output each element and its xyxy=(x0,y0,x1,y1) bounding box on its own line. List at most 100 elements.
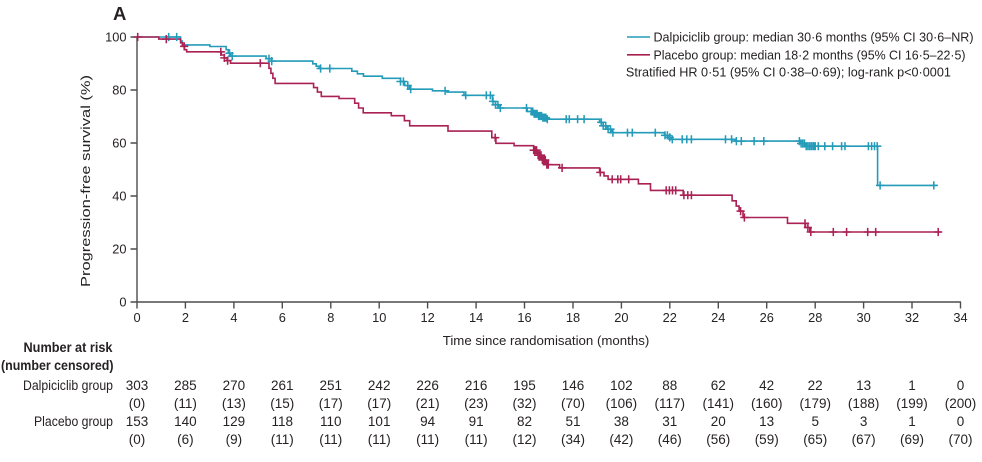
svg-text:94: 94 xyxy=(420,414,436,429)
svg-text:(0): (0) xyxy=(129,432,146,447)
svg-text:(42): (42) xyxy=(609,432,633,447)
svg-text:(32): (32) xyxy=(512,396,536,411)
svg-text:(59): (59) xyxy=(755,432,779,447)
svg-text:91: 91 xyxy=(469,414,484,429)
svg-text:261: 261 xyxy=(271,378,294,393)
svg-text:(13): (13) xyxy=(222,396,246,411)
svg-text:(23): (23) xyxy=(464,396,488,411)
svg-text:0: 0 xyxy=(957,378,965,393)
svg-text:32: 32 xyxy=(905,310,919,325)
svg-text:Dalpiciclib group: Dalpiciclib group xyxy=(23,378,113,393)
svg-text:5: 5 xyxy=(811,414,819,429)
svg-text:(17): (17) xyxy=(319,396,343,411)
svg-text:146: 146 xyxy=(562,378,585,393)
svg-text:60: 60 xyxy=(112,135,126,150)
svg-text:0: 0 xyxy=(957,414,965,429)
svg-text:(117): (117) xyxy=(655,396,686,411)
svg-text:13: 13 xyxy=(759,414,774,429)
svg-text:22: 22 xyxy=(663,310,677,325)
svg-text:(106): (106) xyxy=(606,396,638,411)
svg-text:(11): (11) xyxy=(368,432,391,447)
svg-text:(11): (11) xyxy=(465,432,488,447)
svg-text:100: 100 xyxy=(105,29,126,44)
svg-text:88: 88 xyxy=(662,378,677,393)
svg-text:251: 251 xyxy=(320,378,343,393)
svg-text:51: 51 xyxy=(565,414,580,429)
svg-text:62: 62 xyxy=(711,378,726,393)
svg-text:(15): (15) xyxy=(270,396,294,411)
svg-text:34: 34 xyxy=(953,310,967,325)
svg-text:(46): (46) xyxy=(658,432,682,447)
svg-text:(199): (199) xyxy=(896,396,928,411)
svg-text:270: 270 xyxy=(223,378,246,393)
svg-text:(70): (70) xyxy=(561,396,585,411)
svg-text:2: 2 xyxy=(182,310,189,325)
svg-text:22: 22 xyxy=(808,378,823,393)
svg-text:(69): (69) xyxy=(900,432,924,447)
svg-text:Number at risk: Number at risk xyxy=(24,340,113,355)
svg-text:242: 242 xyxy=(368,378,391,393)
svg-text:(12): (12) xyxy=(512,432,536,447)
svg-text:(188): (188) xyxy=(848,396,880,411)
svg-text:(21): (21) xyxy=(416,396,440,411)
svg-text:(number censored): (number censored) xyxy=(1,358,114,373)
svg-text:14: 14 xyxy=(469,310,483,325)
svg-text:(56): (56) xyxy=(706,432,730,447)
svg-text:Stratified HR 0·51 (95% CI 0·3: Stratified HR 0·51 (95% CI 0·38–0·69); l… xyxy=(626,65,951,80)
svg-text:26: 26 xyxy=(760,310,774,325)
svg-text:118: 118 xyxy=(272,414,294,429)
svg-text:285: 285 xyxy=(174,378,197,393)
svg-text:Progression-free survival (%): Progression-free survival (%) xyxy=(78,75,93,287)
svg-text:10: 10 xyxy=(372,310,386,325)
svg-text:3: 3 xyxy=(860,414,868,429)
svg-text:(0): (0) xyxy=(129,396,146,411)
svg-text:140: 140 xyxy=(174,414,197,429)
svg-text:38: 38 xyxy=(614,414,629,429)
svg-text:Placebo group: median 18·2 mon: Placebo group: median 18·2 months (95% C… xyxy=(654,47,966,62)
svg-text:(34): (34) xyxy=(561,432,585,447)
svg-text:28: 28 xyxy=(808,310,822,325)
svg-text:(200): (200) xyxy=(945,396,977,411)
svg-text:0: 0 xyxy=(119,294,126,309)
svg-text:18: 18 xyxy=(566,310,580,325)
svg-text:(11): (11) xyxy=(319,432,342,447)
svg-text:42: 42 xyxy=(759,378,774,393)
svg-text:(179): (179) xyxy=(799,396,831,411)
svg-text:20: 20 xyxy=(711,414,726,429)
svg-text:(6): (6) xyxy=(177,432,194,447)
svg-text:20: 20 xyxy=(614,310,628,325)
svg-text:102: 102 xyxy=(610,378,633,393)
svg-text:195: 195 xyxy=(513,378,536,393)
svg-text:101: 101 xyxy=(368,414,391,429)
svg-text:Dalpiciclib group: median 30·6: Dalpiciclib group: median 30·6 months (9… xyxy=(654,30,974,45)
svg-text:12: 12 xyxy=(420,310,434,325)
svg-text:24: 24 xyxy=(711,310,725,325)
svg-text:31: 31 xyxy=(662,414,677,429)
svg-text:226: 226 xyxy=(416,378,439,393)
svg-text:(17): (17) xyxy=(367,396,391,411)
svg-text:6: 6 xyxy=(279,310,286,325)
svg-text:40: 40 xyxy=(112,188,126,203)
svg-text:(11): (11) xyxy=(174,396,197,411)
svg-text:110: 110 xyxy=(320,414,342,429)
svg-text:0: 0 xyxy=(133,310,140,325)
svg-text:82: 82 xyxy=(517,414,532,429)
svg-text:13: 13 xyxy=(856,378,871,393)
svg-text:129: 129 xyxy=(223,414,246,429)
svg-text:80: 80 xyxy=(112,82,126,97)
svg-text:16: 16 xyxy=(517,310,531,325)
svg-text:1: 1 xyxy=(908,378,916,393)
svg-text:153: 153 xyxy=(126,414,149,429)
svg-text:1: 1 xyxy=(908,414,916,429)
svg-text:4: 4 xyxy=(230,310,237,325)
svg-text:30: 30 xyxy=(856,310,870,325)
svg-text:(70): (70) xyxy=(948,432,972,447)
svg-text:Placebo group: Placebo group xyxy=(34,414,113,429)
svg-text:216: 216 xyxy=(465,378,488,393)
svg-text:303: 303 xyxy=(126,378,149,393)
svg-text:(9): (9) xyxy=(226,432,243,447)
svg-text:(65): (65) xyxy=(803,432,827,447)
svg-text:8: 8 xyxy=(327,310,334,325)
svg-text:(11): (11) xyxy=(271,432,294,447)
svg-text:(11): (11) xyxy=(416,432,439,447)
